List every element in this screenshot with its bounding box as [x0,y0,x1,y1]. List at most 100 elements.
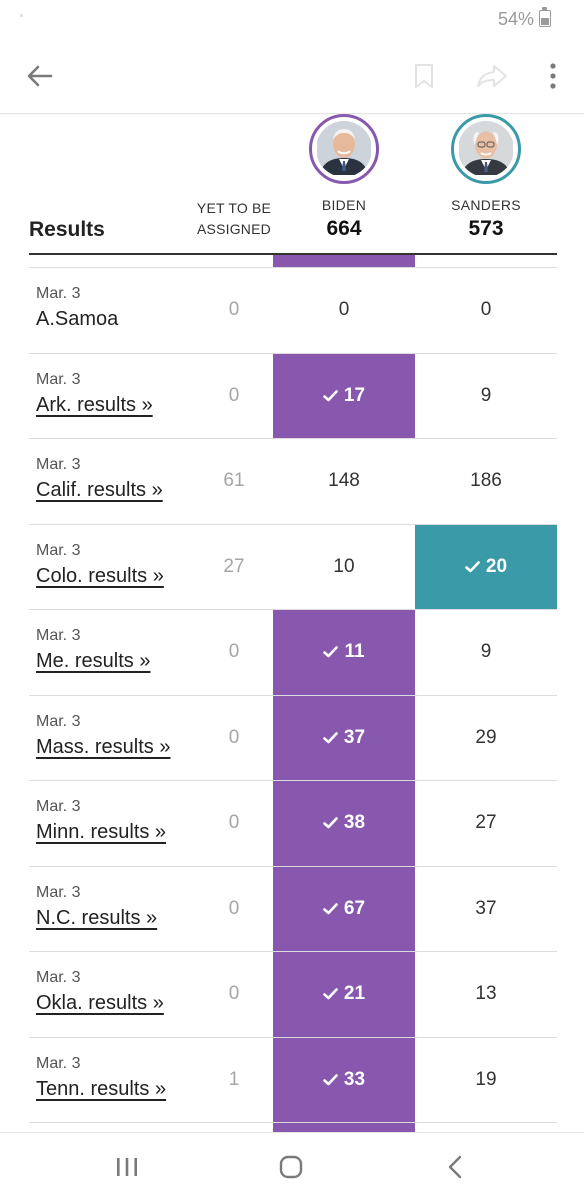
table-row: Mar. 3 Mass. results » 0 37 29 [29,694,557,781]
row-date: Mar. 3 [36,370,81,388]
delegate-count: 11 [344,641,365,663]
table-row: Mar. 3 Me. results » 0 11 9 [29,609,557,695]
bookmark-icon [415,64,433,88]
check-icon [465,560,480,573]
delegate-count: 38 [343,812,366,834]
state-results-link[interactable]: Ark. results » [36,393,153,416]
delegate-count: 17 [343,384,366,406]
sanders-delegates-cell: 19 [415,1038,557,1123]
notification-dot [20,14,23,17]
candidate-total: 573 [468,217,504,240]
state-results-link[interactable]: Colo. results » [36,564,164,587]
avatar [451,114,521,184]
check-icon [323,731,338,744]
delegate-count: 20 [485,555,508,577]
more-options-button[interactable] [533,56,573,96]
arrow-left-icon [27,65,53,87]
row-date: Mar. 3 [36,798,81,815]
check-icon [323,817,338,829]
yet-to-be-assigned-cell: 0 [228,983,240,1005]
biden-delegates-cell: 37 [273,695,415,780]
row-date: Mar. 3 [36,285,81,302]
delegate-count: 29 [475,726,497,748]
header-divider [29,253,557,255]
bookmark-button[interactable] [404,56,444,96]
sanders-delegates-cell: 29 [415,696,557,781]
table-row: Mar. 3 Colo. results » 27 10 20 [29,523,557,610]
biden-delegates-cell: 0 [273,268,415,353]
table-row: Mar. 3 Okla. results » 0 21 13 [29,951,557,1037]
delegate-count: 0 [338,299,350,321]
delegate-count: 10 [333,555,355,577]
yet-to-be-assigned-cell: 0 [228,384,240,406]
share-icon [477,65,507,87]
biden-delegates-cell: 38 [273,781,415,866]
state-name: A.Samoa [36,308,119,330]
chevron-left-icon [448,1155,462,1179]
row-date: Mar. 3 [36,969,81,986]
yet-to-be-assigned-label: YET TO BE ASSIGNED [196,200,272,237]
biden-delegates-cell: 67 [273,866,415,951]
delegate-count: 27 [475,812,497,834]
home-button[interactable] [269,1147,313,1187]
row-date: Mar. 3 [36,627,81,644]
row-date: Mar. 3 [36,712,81,730]
table-row: Mar. 3 Ark. results » 0 17 9 [29,352,557,438]
state-results-link[interactable]: Mass. results » [36,735,171,758]
table-row: Mar. 3 Tenn. results » 1 33 19 [29,1036,557,1123]
sanders-delegates-cell [415,1123,557,1132]
sanders-delegates-cell: 9 [415,610,557,695]
biden-delegates-cell: 17 [273,353,415,438]
table-row: Mar. 3 A.Samoa 0 0 0 [29,267,557,353]
yet-to-be-assigned-cell [189,1123,279,1132]
biden-delegates-cell [273,1123,415,1132]
yet-to-be-assigned-cell: 27 [223,555,245,577]
row-date: Mar. 3 [36,883,81,901]
row-date: Mar. 3 [36,1054,81,1072]
yet-to-be-assigned-cell: 0 [228,897,240,919]
state-results-link[interactable]: Tenn. results » [36,1077,167,1100]
battery-percentage: 54% [497,9,534,29]
back-button[interactable] [20,56,60,96]
sanders-delegates-cell: 186 [415,439,557,524]
check-icon [323,902,338,915]
check-icon [323,988,338,1000]
state-results-link[interactable]: Minn. results » [36,821,167,843]
delegate-count: 37 [343,726,366,748]
check-icon [323,389,338,402]
biden-delegates-cell: 11 [273,610,415,695]
share-button[interactable] [472,56,512,96]
sanders-delegates-cell: 0 [415,268,557,353]
biden-delegates-cell: 33 [273,1037,415,1122]
state-results-link[interactable]: Okla. results » [36,992,164,1014]
delegate-count: 148 [328,470,360,492]
delegate-count: 9 [480,641,492,663]
delegate-count: 0 [480,299,492,321]
yet-to-be-assigned-cell: 1 [228,1068,240,1090]
yet-to-be-assigned-cell: 61 [223,470,245,492]
system-nav-bar [0,1132,584,1200]
candidate-total: 664 [326,217,362,240]
state-results-link[interactable]: Me. results » [36,650,151,672]
candidate-sanders: SANDERS 573 [415,114,557,241]
yet-to-be-assigned-cell: 0 [228,641,240,663]
delegate-count: 37 [475,897,497,919]
results-table: Mar. 3 A.Samoa 0 0 0 Mar. 3 Ark. results » 0 17 9… [0,267,584,1132]
table-row: Mar. 3 N.C. results » 0 67 37 [29,865,557,951]
battery-icon [539,7,551,27]
sanders-delegates-cell: 13 [415,952,557,1037]
biden-portrait-icon [317,121,371,175]
biden-delegates-cell: 10 [273,525,415,610]
yet-to-be-assigned-cell: 0 [228,812,240,834]
recent-apps-button[interactable] [105,1147,149,1187]
sanders-delegates-cell: 20 [415,524,557,609]
system-back-button[interactable] [433,1147,477,1187]
candidate-biden: BIDEN 664 [273,114,415,241]
state-results-link[interactable]: Calif. results » [36,479,163,501]
state-results-link[interactable]: N.C. results » [36,906,158,929]
delegate-count: 21 [343,983,366,1005]
more-vertical-icon [550,63,556,89]
delegate-count: 19 [475,1068,497,1090]
yet-to-be-assigned-cell: 0 [228,726,240,748]
delegate-count: 33 [343,1068,366,1090]
